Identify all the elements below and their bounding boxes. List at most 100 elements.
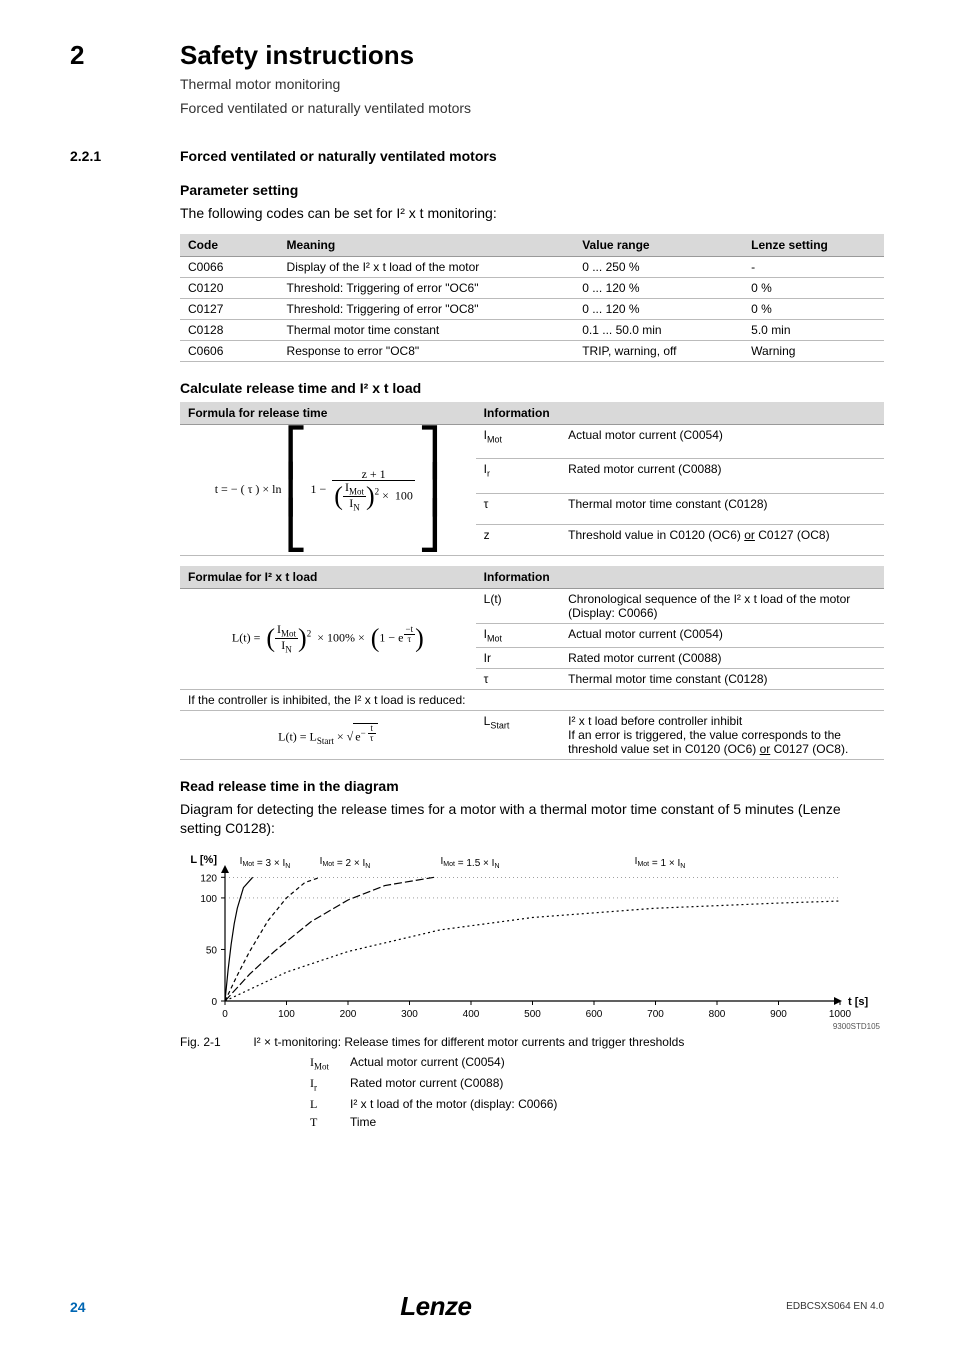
svg-text:IMot = 1 × IN: IMot = 1 × IN xyxy=(635,856,686,870)
info-sym: z xyxy=(476,525,560,556)
info-sym: IMot xyxy=(476,424,560,459)
table-header-row: Code Meaning Value range Lenze setting xyxy=(180,234,884,257)
chart-svg: 0501001200100200300400500600700800900100… xyxy=(180,849,880,1029)
load-formula-1: L(t) = (IMotIN)2 × 100% × (1 − e−tτ) xyxy=(180,589,476,689)
legend-row: LI² x t load of the motor (display: C006… xyxy=(310,1095,884,1113)
param-heading: Parameter setting xyxy=(180,182,884,198)
svg-text:300: 300 xyxy=(401,1009,418,1020)
fig-text: I² × t-monitoring: Release times for dif… xyxy=(253,1035,684,1049)
release-time-table: Formula for release time Information t =… xyxy=(180,402,884,556)
table-cell: TRIP, warning, off xyxy=(574,340,743,361)
document-id: EDBCSXS064 EN 4.0 xyxy=(786,1301,884,1312)
subtitle-1: Thermal motor monitoring xyxy=(180,75,471,95)
inhibit-note: If the controller is inhibited, the I² x… xyxy=(180,689,884,710)
svg-text:L [%]: L [%] xyxy=(190,854,217,866)
col-range: Value range xyxy=(574,234,743,257)
svg-text:800: 800 xyxy=(709,1009,726,1020)
info-desc: Actual motor current (C0054) xyxy=(560,624,884,647)
table-header-row: Formula for release time Information xyxy=(180,402,884,425)
diagram-desc: Diagram for detecting the release times … xyxy=(180,800,884,839)
svg-text:700: 700 xyxy=(647,1009,664,1020)
table-cell: C0606 xyxy=(180,340,279,361)
info-sym: L(t) xyxy=(476,589,560,624)
diagram-heading: Read release time in the diagram xyxy=(180,778,884,794)
col-meaning: Meaning xyxy=(279,234,575,257)
info-sym: Ir xyxy=(476,459,560,494)
col-code: Code xyxy=(180,234,279,257)
table-row: If the controller is inhibited, the I² x… xyxy=(180,689,884,710)
info-sym: τ xyxy=(476,494,560,525)
info-desc: Thermal motor time constant (C0128) xyxy=(560,668,884,689)
table-cell: 0 % xyxy=(743,277,884,298)
table-row: C0127Threshold: Triggering of error "OC8… xyxy=(180,298,884,319)
col-formula: Formulae for I² x t load xyxy=(180,566,476,589)
legend-row: IrRated motor current (C0088) xyxy=(310,1074,884,1095)
page-header: 2 Safety instructions Thermal motor moni… xyxy=(70,40,884,118)
table-cell: 0 ... 250 % xyxy=(574,256,743,277)
table-row: C0128Thermal motor time constant0.1 ... … xyxy=(180,319,884,340)
table-cell: Warning xyxy=(743,340,884,361)
svg-text:IMot = 3 × IN: IMot = 3 × IN xyxy=(240,856,291,870)
table-row: C0120Threshold: Triggering of error "OC6… xyxy=(180,277,884,298)
info-sym: IMot xyxy=(476,624,560,647)
info-sym: Ir xyxy=(476,647,560,668)
svg-text:50: 50 xyxy=(206,945,218,956)
table-cell: Display of the I² x t load of the motor xyxy=(279,256,575,277)
header-titles: Safety instructions Thermal motor monito… xyxy=(180,40,471,118)
table-row: C0066Display of the I² x t load of the m… xyxy=(180,256,884,277)
info-sym: LStart xyxy=(476,710,560,759)
section-number: 2.2.1 xyxy=(70,148,180,164)
figure-caption: Fig. 2-1 I² × t-monitoring: Release time… xyxy=(180,1035,884,1049)
param-table: Code Meaning Value range Lenze setting C… xyxy=(180,234,884,362)
legend-row: IMotActual motor current (C0054) xyxy=(310,1053,884,1074)
info-desc: Rated motor current (C0088) xyxy=(560,647,884,668)
svg-text:1000: 1000 xyxy=(829,1009,852,1020)
col-formula: Formula for release time xyxy=(180,402,476,425)
info-desc: Rated motor current (C0088) xyxy=(560,459,884,494)
table-cell: 0.1 ... 50.0 min xyxy=(574,319,743,340)
svg-text:0: 0 xyxy=(211,997,217,1008)
section-title: Forced ventilated or naturally ventilate… xyxy=(180,148,497,164)
chapter-number: 2 xyxy=(70,40,180,71)
table-cell: 0 ... 120 % xyxy=(574,298,743,319)
table-cell: Thermal motor time constant xyxy=(279,319,575,340)
brand-logo: Lenze xyxy=(400,1291,471,1322)
table-cell: C0127 xyxy=(180,298,279,319)
table-cell: 0 % xyxy=(743,298,884,319)
table-row: L(t) = (IMotIN)2 × 100% × (1 − e−tτ) L(t… xyxy=(180,589,884,624)
table-row: t = − ( τ ) × ln ⎡⎢⎣ 1 − z + 1 (IMotIN)2… xyxy=(180,424,884,459)
table-cell: Response to error "OC8" xyxy=(279,340,575,361)
svg-text:500: 500 xyxy=(524,1009,541,1020)
svg-text:t [s]: t [s] xyxy=(848,996,869,1008)
load-formula-2: L(t) = LStart × √e− tτ xyxy=(180,710,476,759)
info-desc: Actual motor current (C0054) xyxy=(560,424,884,459)
col-info: Information xyxy=(476,566,884,589)
param-intro: The following codes can be set for I² x … xyxy=(180,204,884,224)
info-sym: τ xyxy=(476,668,560,689)
table-cell: Threshold: Triggering of error "OC6" xyxy=(279,277,575,298)
svg-text:IMot = 2 × IN: IMot = 2 × IN xyxy=(320,856,371,870)
svg-text:900: 900 xyxy=(770,1009,787,1020)
figure-legend: IMotActual motor current (C0054) IrRated… xyxy=(310,1053,884,1131)
table-cell: C0128 xyxy=(180,319,279,340)
chapter-title: Safety instructions xyxy=(180,40,471,71)
col-info: Information xyxy=(476,402,884,425)
release-time-formula: t = − ( τ ) × ln ⎡⎢⎣ 1 − z + 1 (IMotIN)2… xyxy=(180,424,476,555)
svg-text:0: 0 xyxy=(222,1009,228,1020)
page-number: 24 xyxy=(70,1299,86,1315)
svg-text:IMot = 1.5 × IN: IMot = 1.5 × IN xyxy=(441,856,500,870)
calc-heading: Calculate release time and I² x t load xyxy=(180,380,884,396)
section-header: 2.2.1 Forced ventilated or naturally ven… xyxy=(70,148,884,164)
info-desc: I² x t load before controller inhibit If… xyxy=(560,710,884,759)
col-lenze: Lenze setting xyxy=(743,234,884,257)
table-cell: C0066 xyxy=(180,256,279,277)
table-cell: C0120 xyxy=(180,277,279,298)
release-time-chart: 0501001200100200300400500600700800900100… xyxy=(180,849,880,1029)
table-cell: Threshold: Triggering of error "OC8" xyxy=(279,298,575,319)
main-content: Parameter setting The following codes ca… xyxy=(180,182,884,1130)
lstart-line1: I² x t load before controller inhibit xyxy=(568,714,742,728)
chart-id: 9300STD105 xyxy=(833,1022,880,1031)
info-desc: Thermal motor time constant (C0128) xyxy=(560,494,884,525)
svg-text:600: 600 xyxy=(586,1009,603,1020)
subtitle-2: Forced ventilated or naturally ventilate… xyxy=(180,99,471,119)
